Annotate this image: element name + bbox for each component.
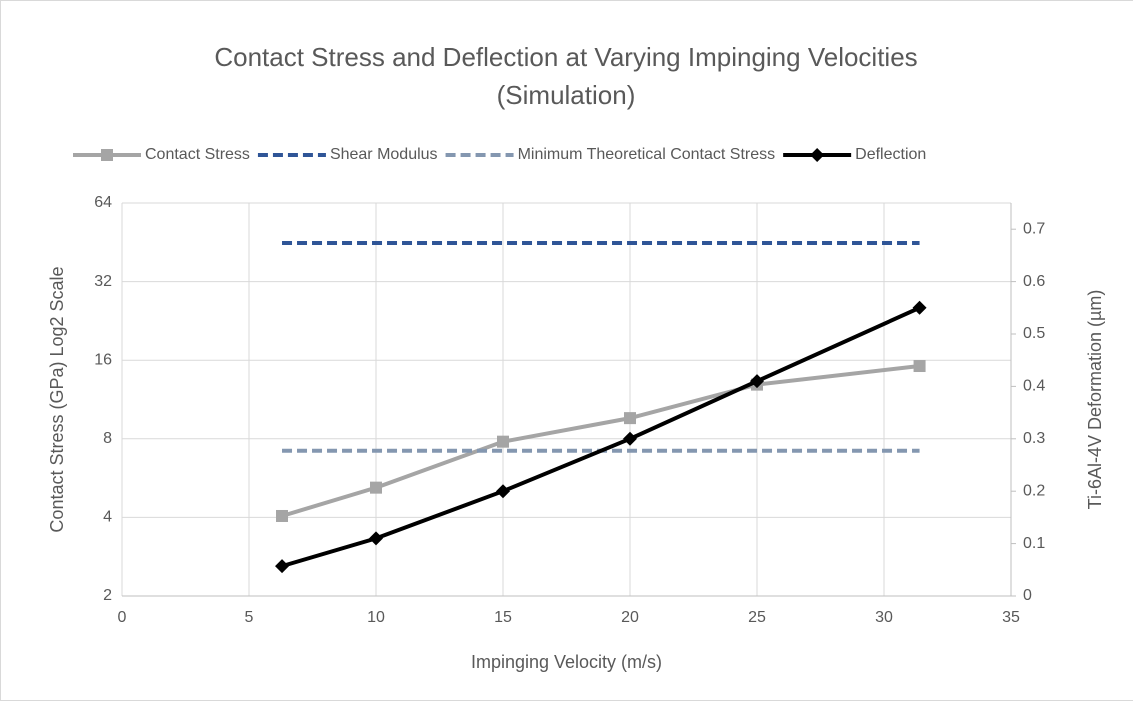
x-tick-label: 35 [1002,609,1020,626]
legend-label: Deflection [855,146,926,163]
x-tick-label: 30 [875,609,893,626]
marker [913,360,926,373]
legend-label: Minimum Theoretical Contact Stress [518,146,776,163]
y-axis-label: Contact Stress (GPa) Log2 Scale [47,266,67,532]
x-tick-label: 25 [748,609,766,626]
y-tick-label: 16 [94,351,112,368]
marker [369,531,383,546]
legend-marker [101,149,113,161]
y2-tick-label: 0.7 [1023,220,1045,237]
y2-tick-label: 0 [1023,587,1032,604]
y-tick-label: 2 [103,587,112,604]
y-tick-label: 32 [94,273,112,290]
y2-tick-label: 0.2 [1023,482,1045,499]
y-tick-label: 64 [94,194,112,211]
marker [750,374,764,389]
marker [912,300,927,315]
y-tick-label: 4 [103,509,112,526]
marker [276,509,289,522]
marker [496,484,510,499]
legend-label: Contact Stress [145,146,250,163]
marker [624,412,636,425]
y2-tick-label: 0.1 [1023,535,1045,552]
marker [497,435,509,448]
marker [623,431,637,446]
x-tick-label: 20 [621,609,639,626]
y2-axis-label: Ti-6Al-4V Deformation (µm) [1085,290,1105,510]
series-line [281,364,920,518]
x-tick-label: 5 [245,609,254,626]
chart-title: Contact Stress and Deflection at Varying… [214,42,918,110]
x-axis-label: Impinging Velocity (m/s) [471,652,662,672]
x-tick-label: 0 [118,609,127,626]
y-tick-label: 8 [103,430,112,447]
legend-marker [810,148,825,162]
y2-tick-label: 0.5 [1023,325,1045,342]
marker [275,559,290,574]
x-tick-label: 15 [494,609,512,626]
y2-tick-label: 0.3 [1023,430,1045,447]
y2-tick-label: 0.6 [1023,273,1045,290]
x-tick-label: 10 [367,609,385,626]
marker [370,481,382,494]
y2-tick-label: 0.4 [1023,378,1045,395]
series-line [281,305,921,569]
legend-label: Shear Modulus [330,146,438,163]
